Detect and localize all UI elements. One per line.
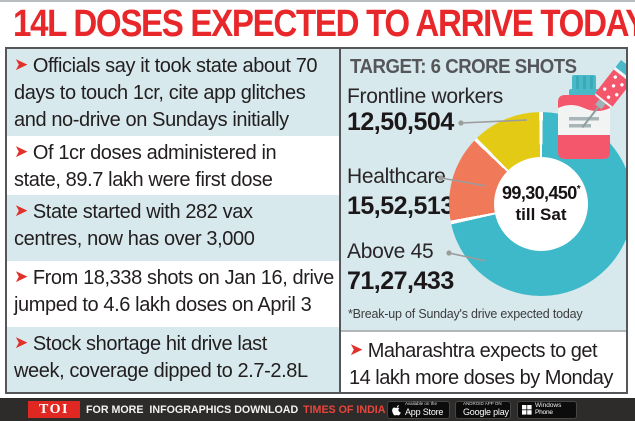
bullet-text: Officials say it took state about 70 day… bbox=[14, 55, 318, 131]
badge-main-text: App Store bbox=[405, 406, 444, 417]
windows-icon bbox=[522, 404, 532, 415]
bullet-arrow-icon: ➤ bbox=[14, 142, 28, 161]
bullet-text: State started with 282 vax centres, now … bbox=[14, 201, 255, 250]
toi-logo: TOI bbox=[28, 401, 80, 418]
bullet-text: Maharashtra expects to get 14 lakh more … bbox=[349, 340, 613, 389]
chart-footnote: *Break-up of Sunday's drive expected tod… bbox=[348, 307, 583, 321]
badge-top-text: Available on the bbox=[405, 401, 437, 407]
bullet-text: Stock shortage hit drive last week, cove… bbox=[14, 333, 308, 382]
syringe-icon bbox=[581, 55, 626, 129]
bullet-arrow-icon: ➤ bbox=[14, 333, 28, 352]
chart-label-frontline: Frontline workers bbox=[347, 85, 503, 108]
bullet-arrow-icon: ➤ bbox=[14, 55, 28, 74]
footer-bar: TOI FOR MORE INFOGRAPHICS DOWNLOAD TIMES… bbox=[0, 398, 635, 421]
chart-area: TARGET: 6 CRORE SHOTS Frontline workers … bbox=[341, 49, 626, 332]
google-play-badge[interactable]: ANDROID APP ON Google play bbox=[455, 400, 511, 419]
bullet-text: From 18,338 shots on Jan 16, drive jumpe… bbox=[14, 267, 334, 316]
page-title: 14L DOSES EXPECTED TO ARRIVE TODAY bbox=[13, 3, 635, 45]
apple-icon bbox=[392, 404, 401, 415]
chart-value-frontline: 12,50,504 bbox=[347, 108, 454, 136]
donut-hole: 99,30,450* till Sat bbox=[494, 157, 588, 251]
bullet-text: Of 1cr doses administered in state, 89.7… bbox=[14, 142, 277, 191]
bullet-arrow-icon: ➤ bbox=[14, 267, 28, 286]
badge-main-text: Google play bbox=[463, 406, 509, 417]
chart-title: TARGET: 6 CRORE SHOTS bbox=[350, 56, 577, 78]
bullet-arrow-icon: ➤ bbox=[349, 340, 363, 359]
badge-top-text: Windows bbox=[535, 401, 562, 409]
app-store-badge[interactable]: Available on the App Store bbox=[387, 400, 450, 419]
bullet-item: ➤ Of 1cr doses administered in state, 89.… bbox=[7, 136, 339, 195]
windows-phone-badge[interactable]: Windows Phone bbox=[517, 400, 577, 419]
right-column: TARGET: 6 CRORE SHOTS Frontline workers … bbox=[339, 49, 626, 392]
content-box: ➤ Officials say it took state about 70 da… bbox=[5, 47, 628, 394]
maharashtra-bullet: ➤ Maharashtra expects to get 14 lakh more… bbox=[341, 334, 626, 392]
badge-top-text: ANDROID APP ON bbox=[463, 401, 502, 407]
bullet-item: ➤ Officials say it took state about 70 da… bbox=[7, 49, 339, 136]
left-column: ➤ Officials say it took state about 70 da… bbox=[7, 49, 339, 392]
footer-text: FOR MORE INFOGRAPHICS DOWNLOAD TIMES OF … bbox=[86, 398, 413, 421]
bullet-arrow-icon: ➤ bbox=[14, 201, 28, 220]
bullet-item: ➤ From 18,338 shots on Jan 16, drive jump… bbox=[7, 261, 339, 327]
bullet-item: ➤ State started with 282 vax centres, now… bbox=[7, 195, 339, 261]
donut-center-value: 99,30,450* bbox=[502, 183, 581, 203]
chart-value-above45: 71,27,433 bbox=[347, 267, 454, 295]
top-rule bbox=[0, 0, 635, 2]
asterisk: * bbox=[576, 184, 581, 195]
chart-value-healthcare: 15,52,513 bbox=[347, 192, 454, 220]
bullet-item: ➤ Stock shortage hit drive last week, cov… bbox=[7, 327, 339, 392]
donut-center-sublabel: till Sat bbox=[515, 205, 567, 224]
badge-main-text: Phone bbox=[535, 409, 553, 416]
chart-label-above45: Above 45 bbox=[347, 240, 434, 263]
chart-label-healthcare: Healthcare bbox=[347, 165, 446, 188]
footer-text-white: FOR MORE INFOGRAPHICS DOWNLOAD bbox=[86, 403, 299, 416]
